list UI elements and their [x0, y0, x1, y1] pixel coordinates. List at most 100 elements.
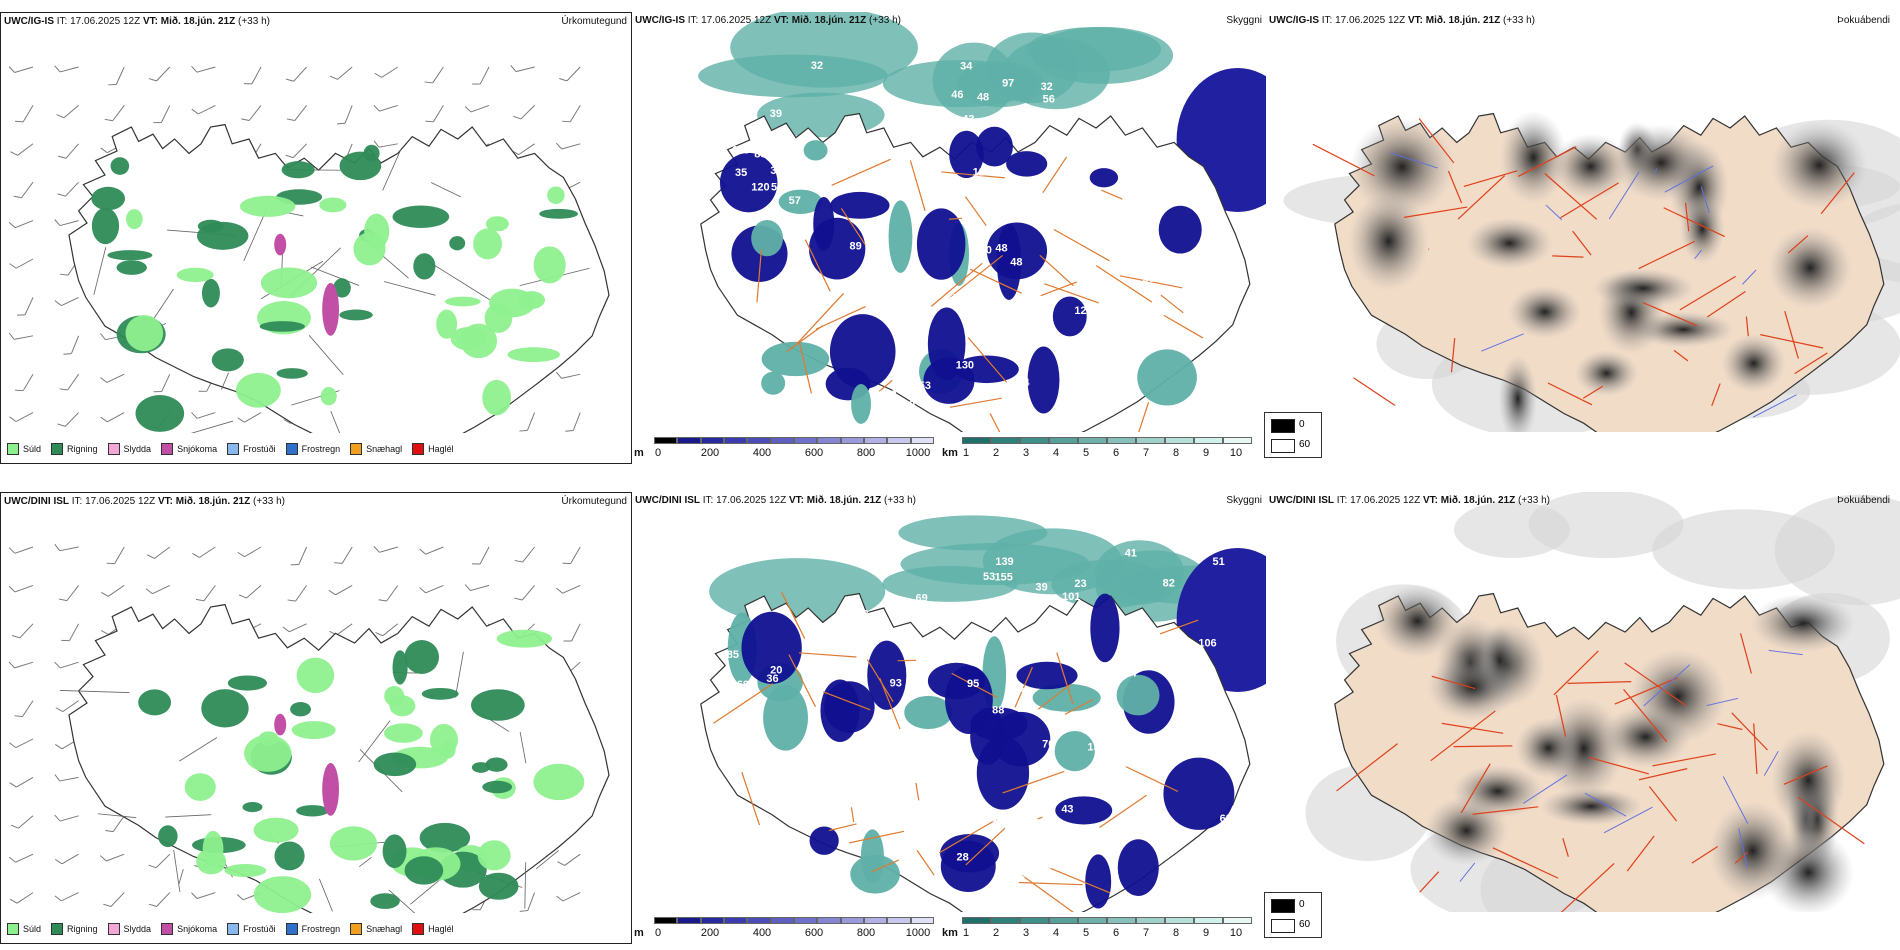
visibility-label: 32	[811, 60, 823, 72]
panel-title: UWC/IG-IS IT: 17.06.2025 12Z VT: Mið. 18…	[635, 15, 901, 26]
road-line	[1042, 156, 1068, 194]
colorbar-segment	[1049, 917, 1078, 924]
precip-area	[449, 236, 466, 251]
colorbar-tick: 600	[804, 927, 824, 939]
wind-barb-icon	[63, 335, 80, 355]
visibility-label: 43	[1160, 320, 1172, 332]
precip-area	[429, 723, 458, 756]
visibility-label: 43	[1061, 803, 1073, 815]
wind-barb-icon	[100, 412, 125, 423]
precip-area	[239, 195, 296, 217]
legend-swatch	[285, 443, 298, 455]
legend-label: Slydda	[123, 444, 152, 454]
road-line	[781, 591, 806, 639]
visibility-label: 39	[770, 108, 782, 120]
road-line	[454, 651, 464, 698]
road-line	[1431, 675, 1476, 690]
panel-title: UWC/IG-IS IT: 17.06.2025 12Z VT: Mið. 18…	[4, 16, 270, 27]
road-line	[786, 325, 824, 352]
visibility-label: 97	[1002, 77, 1014, 89]
wind-barb-icon	[419, 546, 444, 555]
visibility-label: 82	[1163, 578, 1175, 590]
road-line	[1160, 294, 1184, 314]
legend-label: Snæhagl	[366, 444, 403, 454]
colorbar-segment	[747, 917, 771, 924]
precip-area	[201, 278, 220, 308]
visibility-area	[1090, 593, 1120, 663]
wind-barb-icon	[282, 623, 307, 633]
visibility-label: 33	[1218, 363, 1230, 375]
legend-swatch	[7, 443, 19, 455]
visibility-area	[741, 611, 802, 684]
visibility-label: 82	[1029, 861, 1041, 873]
colorbar-tick: 9	[1202, 447, 1210, 459]
visibility-label: 121	[973, 167, 991, 179]
road-line	[1679, 275, 1736, 311]
visibility-area	[830, 191, 890, 219]
road-line	[713, 683, 773, 724]
legend-label: Frostúði	[243, 924, 276, 934]
wind-barb-icon	[57, 412, 79, 427]
colorbar-segment	[1078, 917, 1107, 924]
wind-barb-icon	[148, 853, 171, 869]
wind-barb-icon	[12, 623, 34, 639]
visibility-label: 130	[956, 360, 974, 372]
wind-barb-icon	[191, 65, 216, 73]
precip-area	[547, 186, 565, 205]
river-line	[1481, 333, 1524, 352]
legend-label: Frostregn	[301, 924, 341, 934]
wind-barb-icon	[329, 623, 353, 636]
wind-barb-icon	[237, 546, 262, 558]
visibility-label: 57	[789, 195, 801, 207]
road-line	[1517, 146, 1577, 177]
wind-barb-icon	[472, 546, 490, 565]
wind-barb-icon	[8, 584, 34, 593]
wind-barb-icon	[9, 892, 34, 904]
visibility-label: 69	[916, 592, 928, 604]
wind-barb-icon	[243, 66, 262, 85]
river-line	[1664, 165, 1714, 193]
road-line	[1472, 806, 1539, 815]
panel-variable: Úrkomutegund	[561, 496, 627, 507]
road-line	[1050, 867, 1111, 894]
road-line	[1797, 796, 1865, 845]
road-line	[1706, 290, 1746, 318]
panel-title: UWC/DINI ISL IT: 17.06.2025 12Z VT: Mið.…	[4, 496, 285, 507]
road-line	[1353, 377, 1396, 406]
road-line	[849, 830, 905, 844]
precip-area	[404, 856, 444, 885]
visibility-area	[813, 197, 835, 251]
precip-area	[197, 221, 249, 250]
legend-label: Frostúði	[243, 444, 276, 454]
precip-area	[202, 830, 224, 867]
visibility-label: 46	[951, 89, 963, 101]
visibility-area	[1137, 349, 1197, 406]
panel-variable: Úrkomutegund	[561, 16, 627, 27]
road-line	[179, 737, 218, 762]
visibility-label: 39	[1205, 676, 1217, 688]
road-line	[1572, 230, 1592, 256]
visibility-label: 67	[947, 292, 959, 304]
visibility-label: 29	[737, 846, 749, 858]
visibility-area	[888, 200, 913, 273]
precip-area	[244, 734, 292, 772]
river-line	[1763, 750, 1779, 776]
snow-area	[274, 713, 287, 736]
road-line	[1663, 207, 1726, 238]
fog-label-0: 0	[1299, 899, 1305, 910]
road-line	[1624, 662, 1687, 706]
precip-area	[329, 826, 378, 861]
road-line	[756, 249, 762, 303]
wind-barb-icon	[58, 143, 79, 159]
wind-barb-icon	[556, 584, 581, 594]
road-line	[1430, 710, 1496, 762]
wind-barb-icon	[287, 585, 307, 602]
precip-area	[116, 260, 147, 275]
legend-item-2: Slydda	[107, 923, 151, 935]
visibility-label: 33	[878, 727, 890, 739]
road-line	[1447, 170, 1463, 204]
wind-barb-icon	[54, 892, 79, 902]
visibility-area	[949, 130, 984, 179]
precip-area	[296, 805, 329, 817]
legend-swatch	[350, 443, 363, 455]
